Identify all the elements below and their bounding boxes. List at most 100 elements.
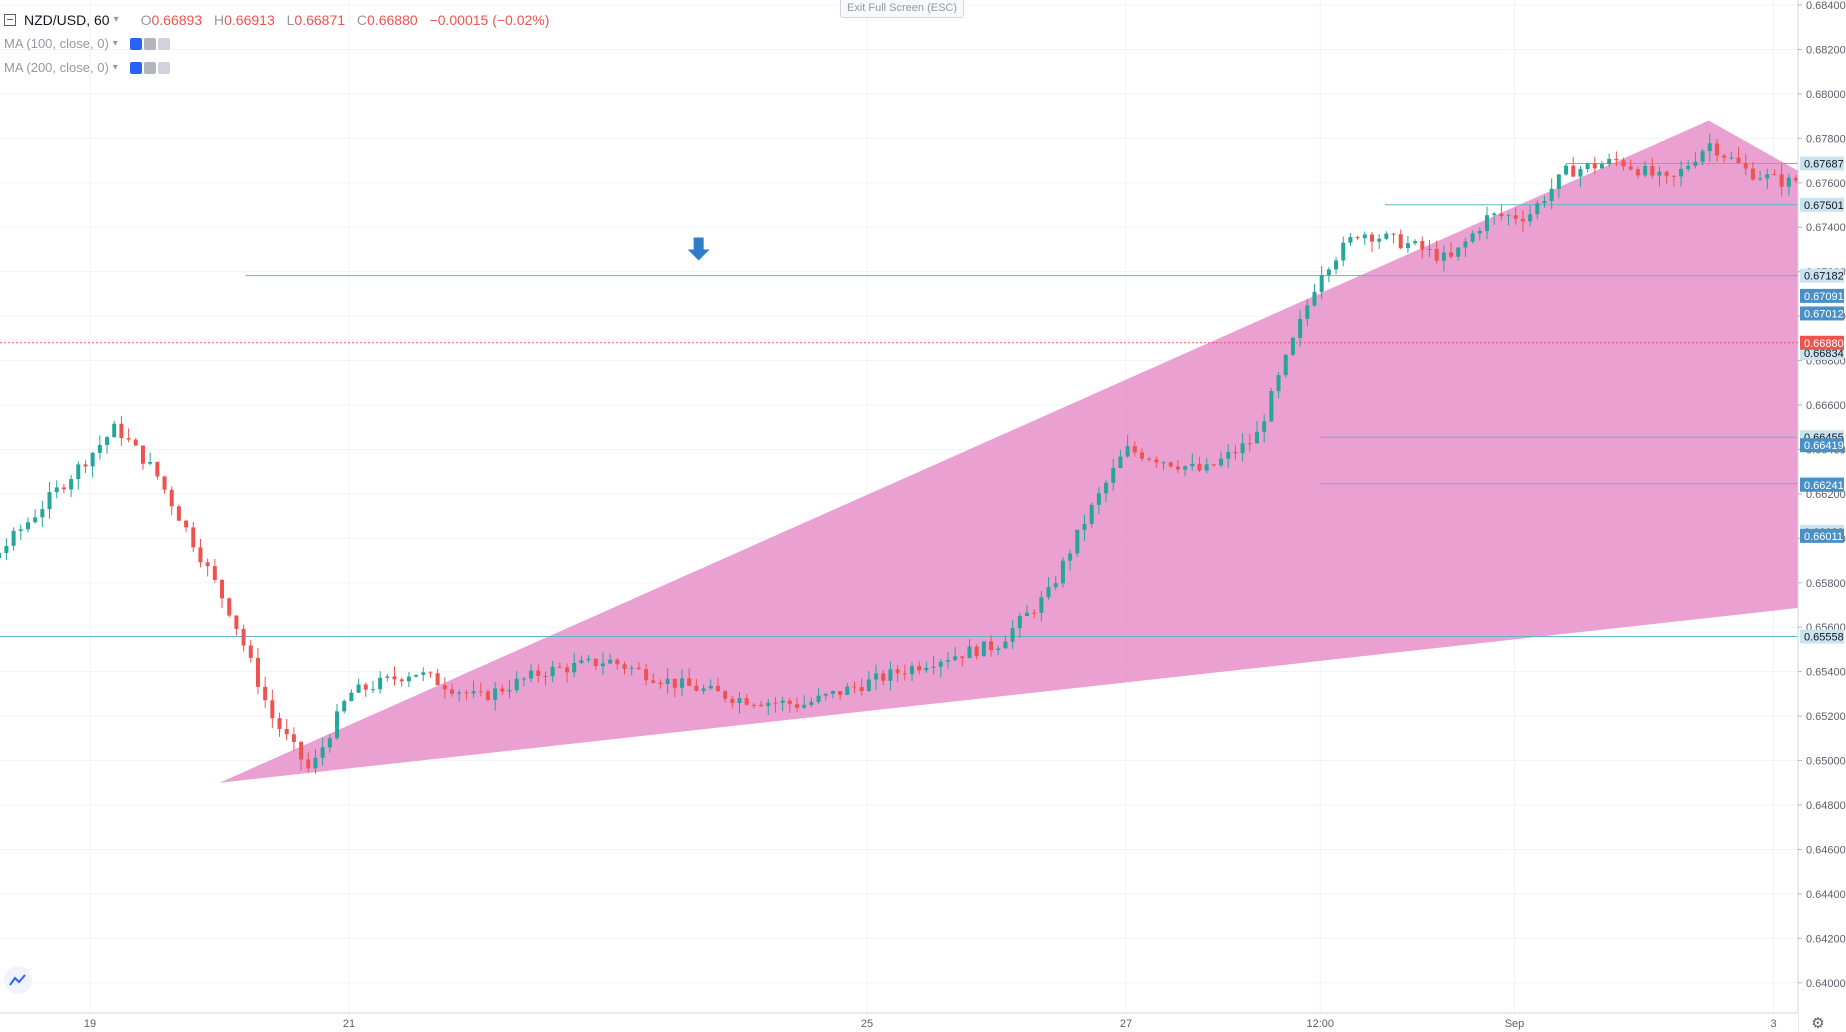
time-axis-bg [0, 1013, 1798, 1032]
candle-body [1456, 247, 1461, 257]
candle-body [1750, 168, 1755, 180]
collapse-icon[interactable] [4, 14, 16, 26]
candle-body [105, 437, 110, 446]
candle-body [1118, 456, 1123, 468]
candle-body [924, 667, 929, 671]
open-value: 0.66893 [151, 12, 203, 28]
candle-body [996, 648, 1001, 650]
level-label-bg [1800, 306, 1844, 321]
candle-body [1017, 616, 1022, 629]
candle-body [191, 527, 196, 548]
candle-body [97, 445, 102, 453]
symbol-label[interactable]: NZD/USD, 60 [24, 12, 110, 28]
indicator-label[interactable]: MA (100, close, 0) [4, 36, 109, 51]
candle-body [1686, 165, 1691, 169]
candle-body [313, 757, 318, 769]
candle-body [1499, 213, 1504, 217]
candle-body [1226, 452, 1231, 459]
candle-body [910, 666, 915, 675]
candle-body [974, 646, 979, 657]
candle-body [1334, 260, 1339, 270]
candle-body [1139, 452, 1144, 459]
candle-body [284, 728, 289, 735]
exit-fullscreen-button[interactable]: Exit Full Screen (ESC) [840, 0, 965, 18]
candle-body [1772, 174, 1777, 176]
candle-body [687, 678, 692, 686]
candle-body [1046, 587, 1051, 598]
candle-body [981, 641, 986, 657]
indicator-label[interactable]: MA (200, close, 0) [4, 60, 109, 75]
gear-icon[interactable]: ⚙ [1811, 1015, 1825, 1032]
price-tick-label: 0.65000 [1806, 756, 1846, 768]
candle-body [421, 672, 426, 675]
candle-body [1290, 338, 1295, 355]
chevron-down-icon[interactable]: ▾ [113, 14, 119, 25]
candle-body [795, 704, 800, 708]
candle-body [723, 691, 728, 699]
candle-body [478, 691, 483, 693]
price-tick-label: 0.64600 [1806, 844, 1846, 856]
price-tick-label: 0.66200 [1806, 489, 1846, 501]
price-tick-label: 0.66600 [1806, 400, 1846, 412]
candle-body [126, 438, 131, 440]
symbol-row[interactable]: NZD/USD, 60 ▾ O0.66893 H0.66913 L0.66871… [4, 8, 557, 32]
harmonic-patterns[interactable] [219, 120, 1846, 783]
level-label-bg [1800, 156, 1844, 171]
level-label: 0.66241 [1804, 480, 1844, 492]
close-icon[interactable] [157, 62, 170, 74]
candle-body [1441, 252, 1446, 261]
indicator-row[interactable]: MA (100, close, 0) ▾ [4, 32, 557, 56]
candle-body [1262, 421, 1267, 432]
price-tick-label: 0.64800 [1806, 800, 1846, 812]
price-tick-label: 0.68000 [1806, 89, 1846, 101]
price-tick-label: 0.67600 [1806, 178, 1846, 190]
candle-body [579, 660, 584, 663]
candle-body [1075, 529, 1080, 554]
candle-body [888, 669, 893, 681]
candle-body [1722, 155, 1727, 158]
candle-body [1269, 391, 1274, 422]
candle-body [1154, 459, 1159, 463]
high-value: 0.66913 [224, 12, 275, 28]
eye-icon[interactable] [129, 38, 142, 50]
chevron-down-icon[interactable]: ▾ [112, 62, 118, 73]
indicator-row[interactable]: MA (200, close, 0) ▾ [4, 56, 557, 80]
price-tick-label: 0.68400 [1806, 0, 1846, 12]
candle-body [1736, 157, 1741, 164]
candle-body [622, 664, 627, 669]
candle-body [651, 680, 656, 683]
candle-body [773, 702, 778, 704]
price-tick-label: 0.67800 [1806, 133, 1846, 145]
candle-body [543, 675, 548, 677]
level-label: 0.67091 [1804, 291, 1844, 303]
candle-body [1535, 203, 1540, 215]
candle-body [1714, 143, 1719, 156]
candle-body [1398, 234, 1403, 249]
eye-icon[interactable] [129, 62, 142, 74]
price-tick-label: 0.68200 [1806, 44, 1846, 56]
candle-body [220, 579, 225, 599]
candle-body [1578, 169, 1583, 177]
candle-body [1585, 163, 1590, 170]
level-label: 0.67012 [1804, 308, 1844, 320]
arrow-down-icon [687, 237, 710, 261]
candle-body [680, 678, 685, 688]
candle-body [1693, 161, 1698, 166]
gear-icon[interactable] [143, 62, 156, 74]
candle-body [737, 698, 742, 703]
close-icon[interactable] [157, 38, 170, 50]
candle-body [557, 666, 562, 668]
candle-body [140, 445, 145, 464]
candle-body [1204, 464, 1209, 471]
candle-body [277, 718, 282, 729]
chevron-down-icon[interactable]: ▾ [112, 38, 118, 49]
arrow-down-icon[interactable] [687, 237, 710, 261]
horizontal-levels[interactable] [0, 162, 1846, 638]
candle-body [1197, 463, 1202, 471]
tradingview-logo-icon[interactable] [4, 966, 32, 994]
price-axis[interactable]: 0.68400 0.68200 0.68000 0.67800 0.67600 0.674… [1797, 0, 1846, 1032]
gear-icon[interactable] [143, 38, 156, 50]
ohlc-values: O0.66893 H0.66913 L0.66871 C0.66880 −0.0… [140, 12, 550, 28]
